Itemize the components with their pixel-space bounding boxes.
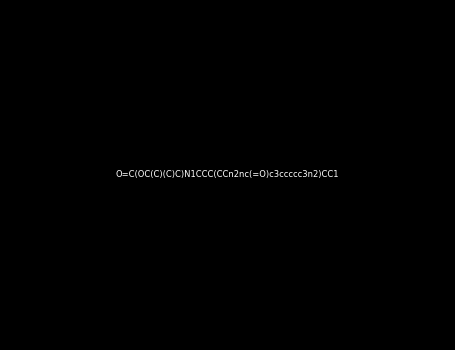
Text: O=C(OC(C)(C)C)N1CCC(CCn2nc(=O)c3ccccc3n2)CC1: O=C(OC(C)(C)C)N1CCC(CCn2nc(=O)c3ccccc3n2…	[116, 170, 339, 180]
